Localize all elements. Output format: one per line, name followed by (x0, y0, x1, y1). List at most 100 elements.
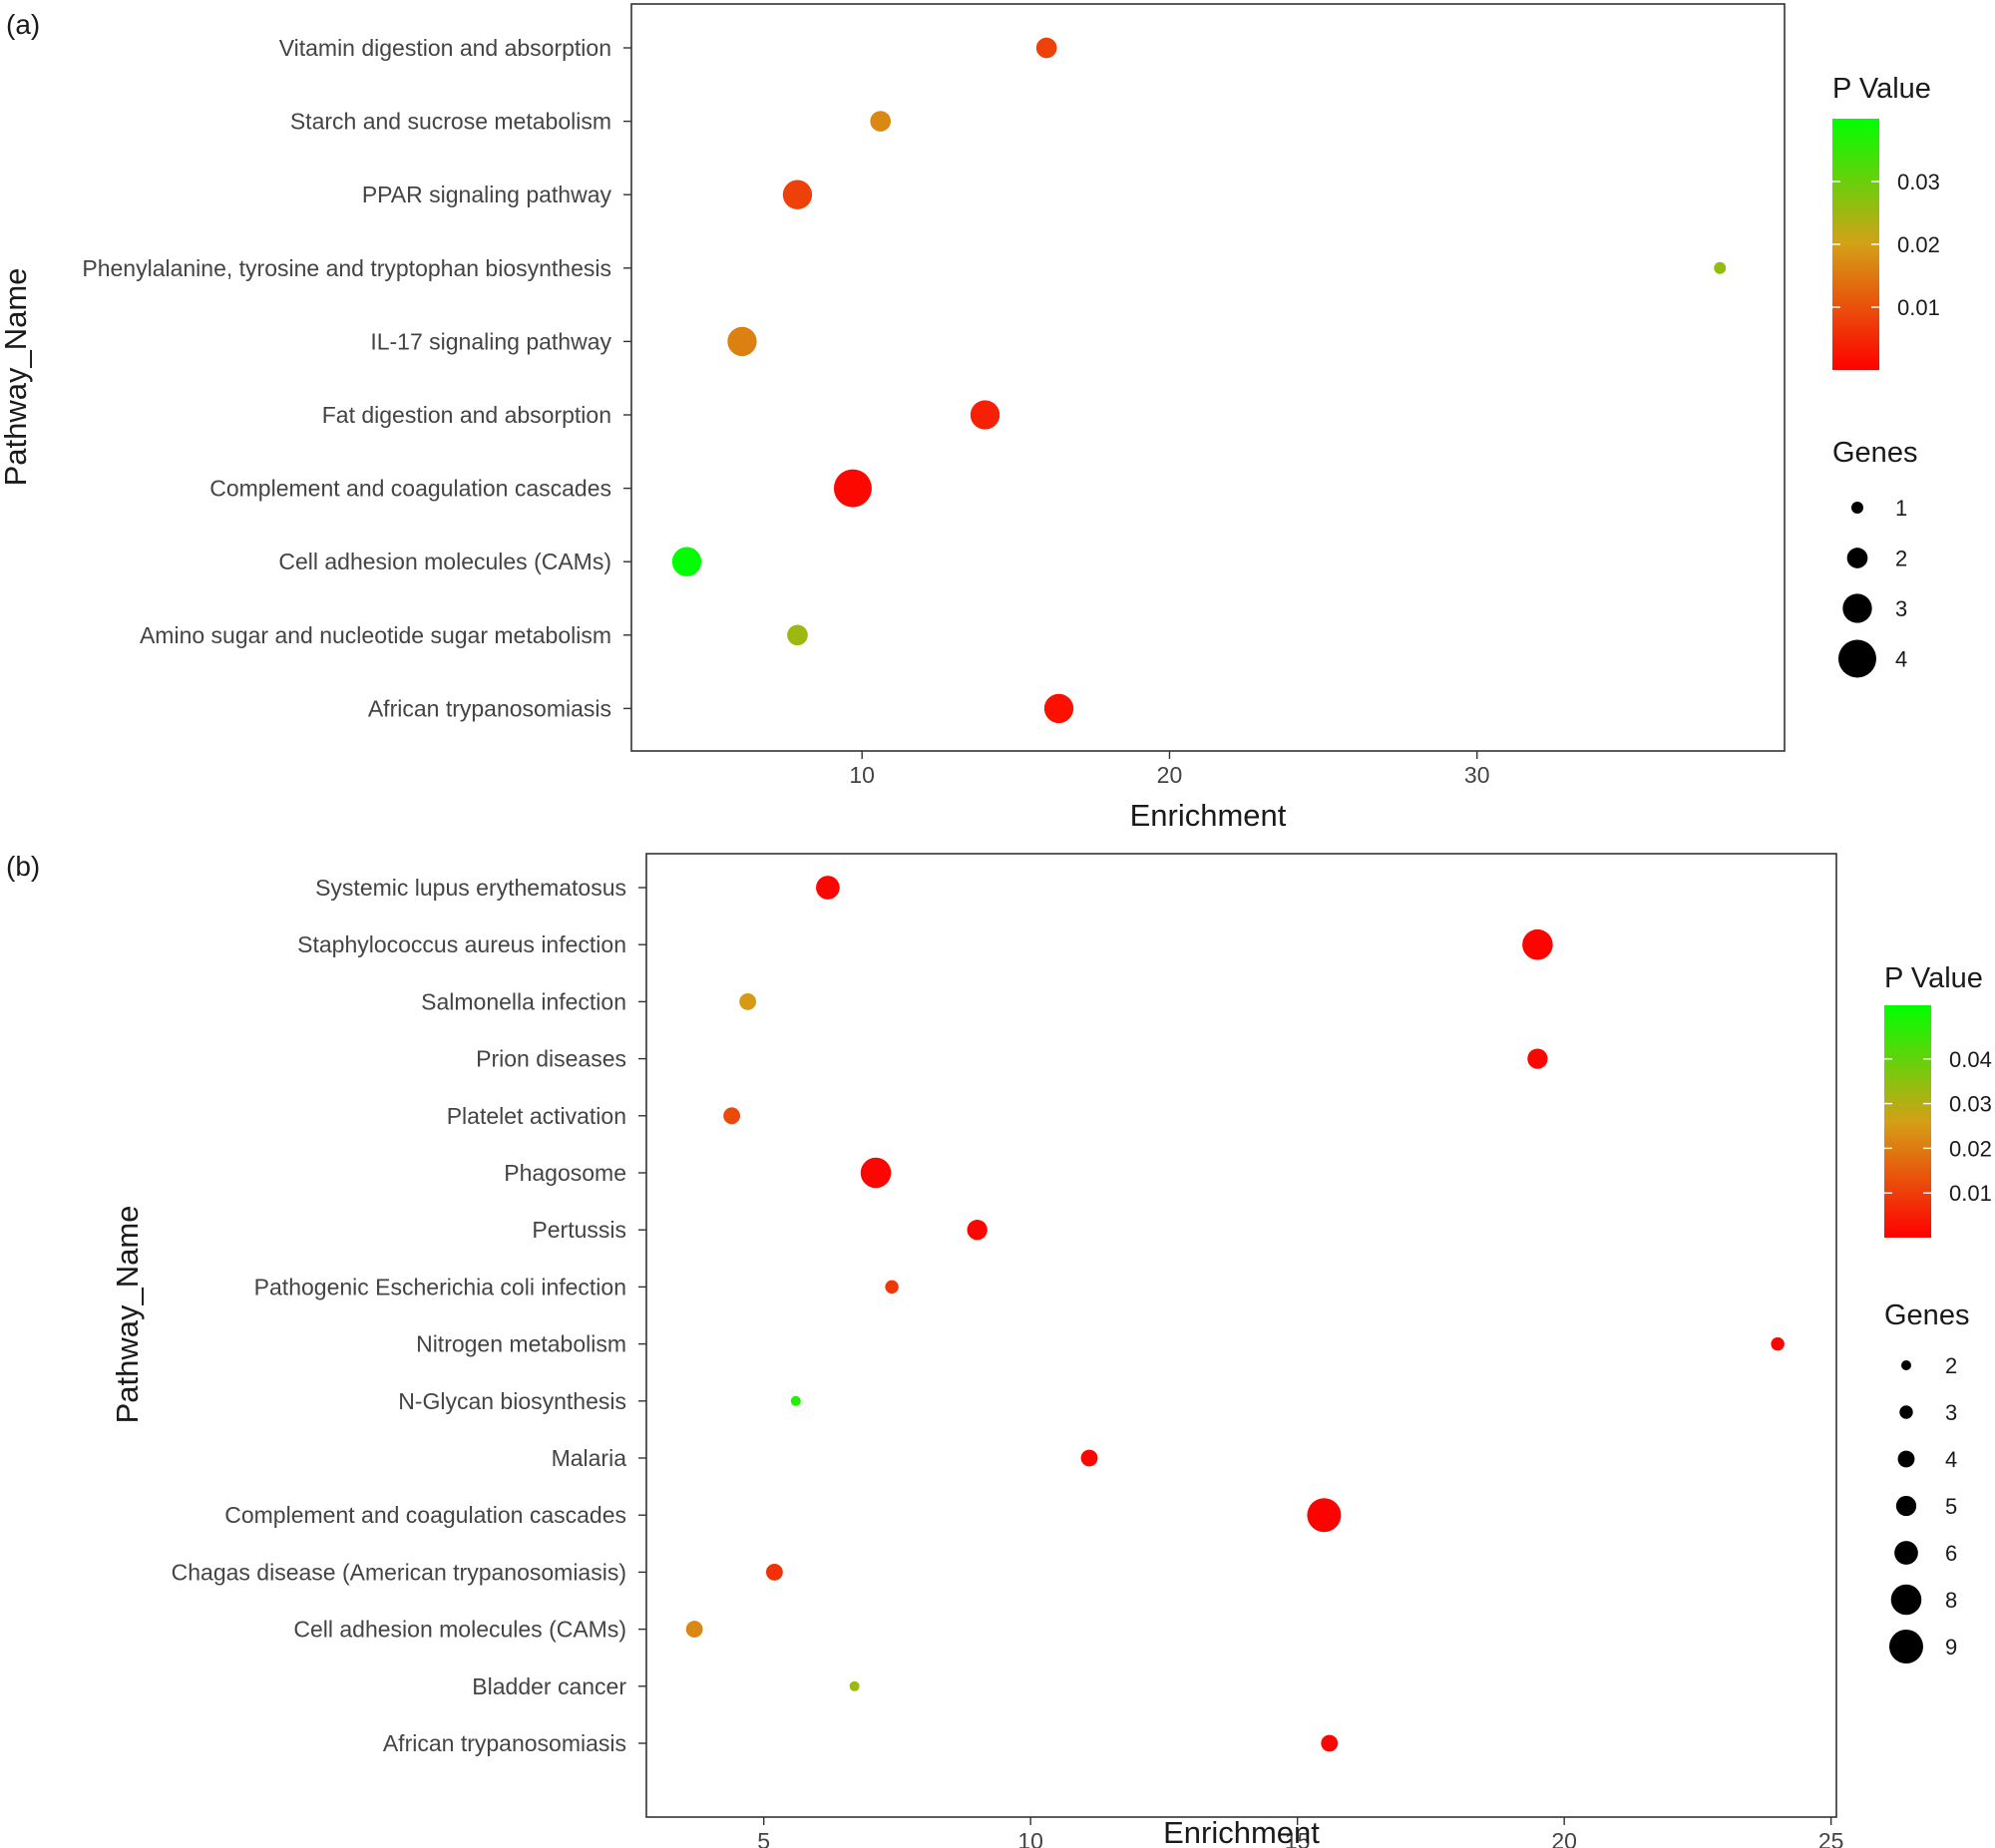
color-scale-label: 0.01 (1897, 295, 1940, 320)
y-tick-label: Staphylococcus aureus infection (297, 931, 626, 957)
size-legend-title: Genes (1884, 1299, 1969, 1331)
data-point (967, 1220, 988, 1241)
y-tick-label: Complement and coagulation cascades (209, 476, 611, 502)
y-tick-label: African trypanosomiasis (383, 1730, 626, 1756)
y-tick-label: IL-17 signaling pathway (370, 328, 611, 354)
data-point (782, 180, 813, 209)
plot-frame (645, 853, 1837, 1818)
x-tick-label: 20 (1157, 762, 1183, 788)
data-point (870, 111, 892, 132)
size-legend-label: 4 (1945, 1447, 1957, 1472)
y-tick-label: Complement and coagulation cascades (224, 1502, 626, 1528)
data-point (1527, 1048, 1548, 1069)
size-legend-key (1901, 1360, 1911, 1370)
y-tick-label: Starch and sucrose metabolism (290, 109, 611, 135)
size-legend-label: 4 (1895, 647, 1907, 672)
size-legend-label: 1 (1895, 496, 1907, 521)
x-tick-label: 30 (1464, 762, 1490, 788)
size-legend-key (1895, 1495, 1917, 1517)
color-scale-label: 0.02 (1949, 1136, 1992, 1161)
panel-a-chart: (a) Vitamin digestion and absorption Starc… (0, 3, 1940, 833)
x-tick-label: 10 (849, 762, 875, 788)
y-tick-label: N-Glycan biosynthesis (398, 1388, 626, 1414)
data-point (860, 1157, 892, 1189)
data-point (1714, 261, 1727, 274)
size-legend-key (1894, 1541, 1918, 1565)
size-legend-key (1897, 1450, 1915, 1468)
y-tick-label: Amino sugar and nucleotide sugar metabol… (140, 622, 611, 648)
x-tick-label: 10 (1017, 1828, 1043, 1848)
data-point (739, 992, 757, 1010)
panel-label: (a) (6, 9, 40, 40)
color-scale-label: 0.02 (1897, 232, 1940, 257)
data-point (1771, 1336, 1785, 1351)
size-legend-key (1889, 1630, 1923, 1663)
y-tick-label: Malaria (552, 1445, 627, 1471)
x-tick-label: 25 (1818, 1828, 1844, 1848)
size-legend-label: 3 (1945, 1400, 1957, 1425)
size-legend-label: 9 (1945, 1635, 1957, 1660)
data-point (833, 469, 872, 508)
y-tick-label: Phagosome (504, 1160, 626, 1186)
y-tick-label: Bladder cancer (472, 1673, 626, 1699)
y-axis-title: Pathway_Name (110, 1206, 145, 1424)
data-point (1522, 928, 1553, 960)
data-point (723, 1107, 741, 1125)
y-tick-label: Platelet activation (447, 1103, 626, 1129)
panel-b-chart: (b) Systemic lupus erythematosus Staphyloc… (6, 851, 1992, 1848)
y-tick-label: Systemic lupus erythematosus (315, 875, 626, 901)
y-tick-label: Prion diseases (476, 1046, 626, 1072)
data-point (727, 326, 757, 357)
y-tick-label: Cell adhesion molecules (CAMs) (293, 1617, 626, 1643)
size-legend-key (1842, 593, 1872, 623)
y-tick-label: Vitamin digestion and absorption (279, 35, 611, 61)
y-tick-label: Cell adhesion molecules (CAMs) (278, 549, 611, 574)
x-tick-label: 15 (1285, 1828, 1311, 1848)
plot-frame (630, 3, 1786, 752)
y-tick-label: African trypanosomiasis (368, 695, 611, 721)
color-legend-title: P Value (1832, 73, 1931, 105)
size-legend-label: 6 (1945, 1541, 1957, 1566)
size-legend-label: 5 (1945, 1494, 1957, 1519)
data-point (765, 1563, 783, 1581)
color-scale-label: 0.01 (1949, 1181, 1992, 1206)
size-legend-key (1846, 548, 1868, 568)
y-axis-title: Pathway_Name (0, 268, 33, 487)
size-legend-label: 8 (1945, 1588, 1957, 1613)
size-legend-label: 3 (1895, 596, 1907, 621)
panel-label: (b) (6, 851, 40, 882)
data-point (1321, 1734, 1339, 1752)
size-legend-key (1851, 502, 1863, 514)
size-legend-key (1838, 639, 1876, 678)
data-point (849, 1680, 860, 1691)
data-point (970, 400, 1000, 430)
data-point (1080, 1449, 1098, 1467)
data-point (1307, 1498, 1342, 1533)
size-legend-label: 2 (1945, 1353, 1957, 1378)
y-tick-label: Pertussis (532, 1217, 626, 1243)
color-scale-bar (1884, 1005, 1931, 1238)
data-point (790, 1395, 801, 1406)
y-tick-label: PPAR signaling pathway (362, 182, 612, 207)
y-tick-label: Chagas disease (American trypanosomiasis… (172, 1559, 626, 1585)
x-axis-title: Enrichment (1163, 1815, 1320, 1848)
size-legend-label: 2 (1895, 547, 1907, 571)
data-point (787, 624, 808, 646)
data-point (1043, 693, 1074, 724)
data-point (885, 1280, 899, 1294)
data-point (671, 547, 702, 576)
y-tick-label: Salmonella infection (421, 988, 626, 1014)
data-point (1035, 37, 1057, 59)
data-point (816, 876, 840, 900)
x-tick-label: 20 (1551, 1828, 1577, 1848)
y-tick-label: Pathogenic Escherichia coli infection (254, 1274, 626, 1299)
color-scale-label: 0.03 (1897, 170, 1940, 194)
y-tick-label: Nitrogen metabolism (416, 1331, 626, 1357)
size-legend-key (1899, 1405, 1913, 1419)
color-scale-label: 0.03 (1949, 1092, 1992, 1117)
x-tick-label: 5 (757, 1828, 770, 1848)
size-legend-key (1890, 1584, 1922, 1616)
y-tick-label: Phenylalanine, tyrosine and tryptophan b… (82, 255, 611, 281)
x-axis-title: Enrichment (1130, 798, 1287, 833)
